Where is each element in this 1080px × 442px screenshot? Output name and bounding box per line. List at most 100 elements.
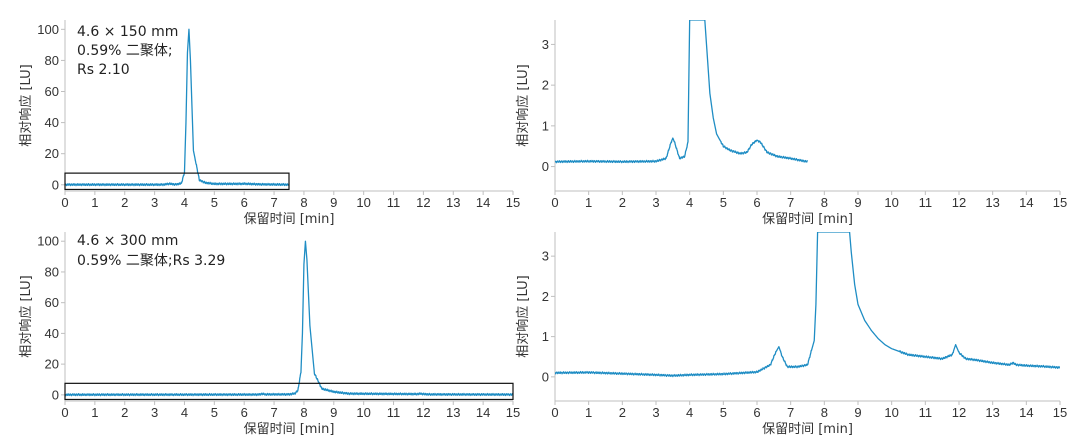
x-tick-label: 7 <box>787 405 794 420</box>
x-tick-label: 11 <box>387 405 401 420</box>
y-tick-label: 80 <box>45 264 59 279</box>
y-tick-label: 1 <box>542 118 549 133</box>
x-tick-label: 4 <box>686 405 693 420</box>
y-tick-label: 0 <box>542 159 549 174</box>
y-tick-label: 0 <box>52 387 59 402</box>
annotation-text: 4.6 × 300 mm <box>77 233 178 249</box>
y-axis-label: 相对响应 [LU] <box>515 64 531 146</box>
x-tick-label: 3 <box>151 195 158 210</box>
y-tick-label: 60 <box>45 295 59 310</box>
x-tick-label: 3 <box>652 195 659 210</box>
x-tick-label: 14 <box>476 195 490 210</box>
x-tick-label: 13 <box>985 195 999 210</box>
x-tick-label: 9 <box>854 405 861 420</box>
x-tick-label: 7 <box>270 195 277 210</box>
y-tick-label: 100 <box>37 234 59 249</box>
x-tick-label: 6 <box>241 195 248 210</box>
y-tick-label: 40 <box>45 115 59 130</box>
x-axis-label: 保留时间 [min] <box>762 212 853 227</box>
x-tick-label: 9 <box>330 195 337 210</box>
x-tick-label: 15 <box>506 195 520 210</box>
x-tick-label: 0 <box>551 405 558 420</box>
y-tick-label: 2 <box>542 78 549 93</box>
x-tick-label: 0 <box>61 195 68 210</box>
x-tick-label: 9 <box>854 195 861 210</box>
x-tick-label: 3 <box>151 405 158 420</box>
y-tick-label: 100 <box>37 22 59 37</box>
x-tick-label: 8 <box>821 195 828 210</box>
y-tick-label: 2 <box>542 289 549 304</box>
x-tick-label: 7 <box>270 405 277 420</box>
x-tick-label: 4 <box>686 195 693 210</box>
zoom-region-box <box>64 172 290 191</box>
x-tick-label: 10 <box>356 195 370 210</box>
x-tick-label: 8 <box>300 405 307 420</box>
x-tick-label: 9 <box>330 405 337 420</box>
x-axis-label: 保留时间 [min] <box>244 212 335 227</box>
x-tick-label: 4 <box>181 195 188 210</box>
x-tick-label: 5 <box>720 405 727 420</box>
y-tick-label: 20 <box>45 357 59 372</box>
x-tick-label: 11 <box>919 195 933 210</box>
x-tick-label: 2 <box>121 405 128 420</box>
x-tick-label: 14 <box>476 405 490 420</box>
y-tick-label: 3 <box>542 249 549 264</box>
x-tick-label: 12 <box>416 405 430 420</box>
series-line <box>555 232 1060 378</box>
series-line <box>65 28 290 187</box>
zoom-region-box <box>64 382 514 401</box>
x-tick-label: 5 <box>720 195 727 210</box>
y-tick-label: 60 <box>45 84 59 99</box>
x-tick-label: 15 <box>1053 195 1067 210</box>
x-tick-label: 8 <box>821 405 828 420</box>
x-tick-label: 0 <box>551 195 558 210</box>
x-tick-label: 12 <box>952 405 966 420</box>
x-tick-label: 10 <box>884 405 898 420</box>
x-tick-label: 13 <box>446 405 460 420</box>
x-tick-label: 7 <box>787 195 794 210</box>
x-tick-label: 11 <box>387 195 401 210</box>
x-tick-label: 2 <box>121 195 128 210</box>
x-tick-label: 6 <box>241 405 248 420</box>
x-tick-label: 2 <box>619 405 626 420</box>
x-tick-label: 4 <box>181 405 188 420</box>
x-tick-label: 13 <box>446 195 460 210</box>
series-line <box>555 20 809 164</box>
annotation-text: Rs 2.10 <box>77 62 130 78</box>
x-tick-label: 14 <box>1019 405 1033 420</box>
x-tick-label: 14 <box>1019 195 1033 210</box>
x-tick-label: 12 <box>952 195 966 210</box>
series-line <box>65 240 513 397</box>
y-axis-label: 相对响应 [LU] <box>515 275 531 357</box>
x-tick-label: 10 <box>356 405 370 420</box>
annotation-text: 0.59% 二聚体; <box>77 43 173 59</box>
y-tick-label: 0 <box>52 177 59 192</box>
y-axis-label: 相对响应 [LU] <box>18 64 34 146</box>
annotation-text: 0.59% 二聚体;Rs 3.29 <box>77 253 225 269</box>
x-tick-label: 5 <box>211 405 218 420</box>
x-tick-label: 15 <box>506 405 520 420</box>
x-tick-label: 6 <box>753 195 760 210</box>
x-tick-label: 11 <box>919 405 933 420</box>
y-tick-label: 20 <box>45 146 59 161</box>
x-tick-label: 8 <box>300 195 307 210</box>
x-tick-label: 5 <box>211 195 218 210</box>
x-tick-label: 1 <box>91 405 98 420</box>
x-tick-label: 1 <box>585 405 592 420</box>
x-tick-label: 1 <box>91 195 98 210</box>
y-axis-label: 相对响应 [LU] <box>18 275 34 357</box>
x-tick-label: 13 <box>985 405 999 420</box>
x-tick-label: 3 <box>652 405 659 420</box>
x-tick-label: 1 <box>585 195 592 210</box>
x-tick-label: 6 <box>753 405 760 420</box>
x-tick-label: 15 <box>1053 405 1067 420</box>
x-axis-label: 保留时间 [min] <box>762 422 853 437</box>
x-tick-label: 10 <box>884 195 898 210</box>
y-tick-label: 3 <box>542 37 549 52</box>
x-axis-label: 保留时间 [min] <box>244 422 335 437</box>
